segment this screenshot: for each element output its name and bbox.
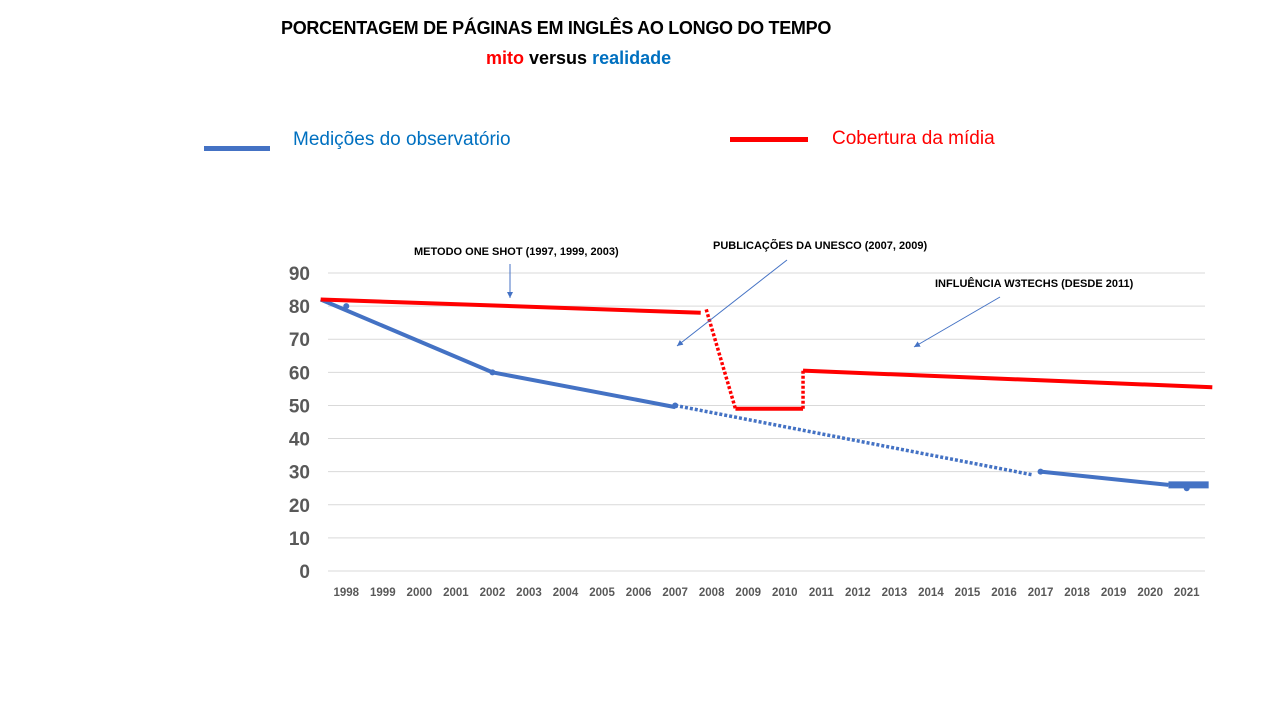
observatory-line-solid xyxy=(1040,469,1169,487)
annotation-one-shot: METODO ONE SHOT (1997, 1999, 2003) xyxy=(414,246,619,258)
x-tick-label: 2019 xyxy=(1101,587,1127,599)
x-tick-label: 2002 xyxy=(480,587,506,599)
x-tick-label: 2020 xyxy=(1137,587,1163,599)
y-tick-label: 20 xyxy=(289,496,310,517)
x-tick-label: 2001 xyxy=(443,587,469,599)
y-tick-label: 50 xyxy=(289,396,310,417)
x-tick-label: 2007 xyxy=(662,587,688,599)
y-tick-label: 90 xyxy=(289,264,310,285)
subtitle-myth: mito xyxy=(486,48,524,68)
y-tick-label: 30 xyxy=(289,463,310,484)
x-tick-label: 1999 xyxy=(370,587,396,599)
x-tick-label: 2003 xyxy=(516,587,542,599)
observatory-line-solid xyxy=(319,297,676,410)
legend-swatch-media xyxy=(730,137,808,142)
data-point-marker xyxy=(489,369,496,376)
x-tick-label: 2018 xyxy=(1064,587,1090,599)
legend-swatch-observatory xyxy=(204,146,270,151)
media-coverage-line-solid xyxy=(320,297,701,315)
annotation-arrow-w3techs xyxy=(913,296,1001,348)
x-tick-label: 2006 xyxy=(626,587,652,599)
media-coverage-line-dotted xyxy=(704,308,738,410)
y-tick-label: 0 xyxy=(299,562,310,583)
annotation-unesco: PUBLICAÇÕES DA UNESCO (2007, 2009) xyxy=(713,239,927,252)
y-tick-label: 80 xyxy=(289,297,310,318)
x-tick-label: 2011 xyxy=(809,587,835,599)
x-tick-label: 2013 xyxy=(882,587,908,599)
media-coverage-line-solid xyxy=(802,368,1213,390)
x-tick-label: 2016 xyxy=(991,587,1017,599)
annotation-w3techs: INFLUÊNCIA W3TECHS (DESDE 2011) xyxy=(935,277,1134,290)
x-tick-label: 2004 xyxy=(553,587,579,599)
x-tick-label: 2005 xyxy=(589,587,615,599)
x-tick-label: 2010 xyxy=(772,587,798,599)
x-tick-label: 2017 xyxy=(1028,587,1054,599)
subtitle-reality: realidade xyxy=(592,48,672,68)
subtitle-versus: versus xyxy=(529,48,588,68)
x-tick-label: 2000 xyxy=(407,587,433,599)
observatory-line-dotted xyxy=(674,403,1034,477)
x-tick-label: 2008 xyxy=(699,587,725,599)
annotation-arrow-unesco xyxy=(676,259,788,347)
y-tick-label: 40 xyxy=(289,430,310,451)
data-point-marker xyxy=(1037,468,1044,475)
legend-label-media: Cobertura da mídia xyxy=(832,128,995,149)
data-point-marker xyxy=(343,303,350,310)
x-tick-label: 2012 xyxy=(845,587,871,599)
x-tick-label: 2014 xyxy=(918,587,944,599)
x-tick-label: 2015 xyxy=(955,587,981,599)
chart-subtitle: mito versus realidade xyxy=(486,48,671,69)
y-tick-label: 10 xyxy=(289,529,310,550)
data-point-marker xyxy=(672,402,679,409)
legend-label-observatory: Medições do observatório xyxy=(293,129,511,150)
x-tick-label: 1998 xyxy=(333,587,359,599)
y-tick-label: 60 xyxy=(289,363,310,384)
chart-title: PORCENTAGEM DE PÁGINAS EM INGLÊS AO LONG… xyxy=(281,18,832,38)
y-tick-label: 70 xyxy=(289,330,310,351)
x-tick-label: 2009 xyxy=(735,587,761,599)
x-tick-label: 2021 xyxy=(1174,587,1200,599)
data-point-marker xyxy=(1183,485,1190,492)
